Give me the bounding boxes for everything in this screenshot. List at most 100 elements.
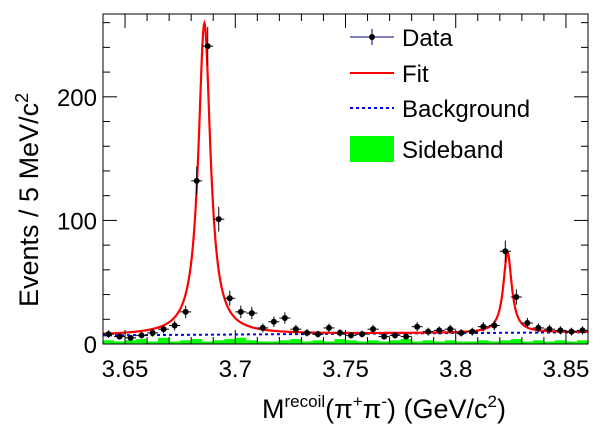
data-marker <box>237 308 244 315</box>
sideband-bar <box>367 340 379 344</box>
x-axis-title: Mrecoil(π+π-) (GeV/c2) <box>262 392 506 424</box>
data-point <box>565 327 577 336</box>
sideband-bar <box>301 341 313 344</box>
data-marker <box>535 324 542 331</box>
data-marker <box>513 294 520 301</box>
sideband-bar <box>235 337 247 344</box>
sideband-bar <box>246 340 258 344</box>
data-marker <box>436 327 443 334</box>
sideband-bar <box>147 341 159 344</box>
data-point <box>411 322 423 332</box>
sideband-bar <box>400 339 412 344</box>
data-point <box>389 332 401 339</box>
sideband-bar <box>554 340 566 344</box>
sideband-bar <box>378 341 390 344</box>
x-tick-label: 3.7 <box>219 356 252 383</box>
data-marker <box>215 216 222 223</box>
data-point <box>301 329 313 337</box>
data-marker <box>359 331 366 338</box>
legend-entry-sideband: Sideband <box>350 136 503 164</box>
data-marker <box>226 295 233 302</box>
data-point <box>356 330 368 338</box>
data-point <box>125 334 137 341</box>
data-marker <box>491 322 498 329</box>
data-point <box>466 327 478 336</box>
data-point <box>268 316 280 327</box>
y-tick-label: 100 <box>57 208 97 235</box>
sideband-bar <box>323 341 335 344</box>
data-point <box>169 320 181 331</box>
fit-curve <box>103 19 588 335</box>
data-marker <box>292 326 299 333</box>
sideband-bar <box>114 341 126 344</box>
x-tick-label: 3.75 <box>322 356 369 383</box>
data-point <box>279 312 291 324</box>
sideband-bar <box>224 339 236 344</box>
sideband-bar <box>466 341 478 344</box>
sideband-bar <box>477 340 489 344</box>
data-point <box>257 323 269 333</box>
data-marker <box>579 327 586 334</box>
sideband-bar <box>279 340 291 344</box>
sideband-bar <box>389 340 401 344</box>
data-point <box>103 330 115 338</box>
data-marker <box>193 177 200 184</box>
data-point <box>114 333 126 340</box>
legend-entry-fit: Fit <box>350 61 429 88</box>
data-marker <box>325 324 332 331</box>
sideband-bar <box>290 339 302 344</box>
data-marker <box>160 326 167 333</box>
data-points <box>103 26 588 341</box>
data-point <box>488 320 500 331</box>
x-tick-label: 3.65 <box>102 356 149 383</box>
data-marker <box>546 326 553 333</box>
data-marker <box>403 333 410 340</box>
sideband-bar <box>345 340 357 344</box>
data-point <box>290 324 302 334</box>
data-point <box>147 329 159 337</box>
data-point <box>543 324 555 334</box>
data-marker <box>259 324 266 331</box>
data-marker <box>281 315 288 322</box>
data-point <box>202 26 214 66</box>
sideband-bar <box>422 340 434 344</box>
sideband-bar <box>532 340 544 344</box>
y-axis-title: Events / 5 MeV/c2 <box>12 93 44 307</box>
data-marker <box>425 328 432 335</box>
data-marker <box>392 332 399 339</box>
x-tick-labels: 3.65 3.7 3.75 3.8 3.85 <box>102 356 590 383</box>
data-marker <box>204 43 211 50</box>
data-marker <box>336 329 343 336</box>
sideband-bar <box>433 341 445 344</box>
data-marker <box>370 326 377 333</box>
sideband-bar <box>510 339 522 344</box>
sideband-bar <box>202 341 214 344</box>
data-marker <box>314 331 321 338</box>
data-point <box>477 322 489 332</box>
legend-label: Background <box>402 96 530 123</box>
fit-line <box>103 19 588 335</box>
sideband-histogram <box>103 337 588 344</box>
y-tick-labels: 0 100 200 <box>57 85 97 359</box>
data-point <box>532 323 544 333</box>
data-marker <box>171 322 178 329</box>
axis-ticks <box>102 14 589 345</box>
x-tick-label: 3.85 <box>543 356 590 383</box>
data-marker <box>348 332 355 339</box>
data-point <box>180 305 192 319</box>
sideband-bar <box>268 341 280 344</box>
sideband-bar <box>158 337 170 344</box>
x-tick-label: 3.8 <box>439 356 472 383</box>
data-point <box>499 240 511 263</box>
data-marker <box>568 328 575 335</box>
sideband-bar <box>169 341 181 344</box>
sideband-bar <box>543 341 555 344</box>
sideband-bar <box>356 341 368 344</box>
data-point <box>191 166 203 196</box>
data-point <box>323 323 335 333</box>
sideband-bar <box>576 340 588 344</box>
data-marker <box>182 308 189 315</box>
data-point <box>345 332 357 339</box>
data-point <box>158 324 170 334</box>
data-point <box>136 332 148 339</box>
